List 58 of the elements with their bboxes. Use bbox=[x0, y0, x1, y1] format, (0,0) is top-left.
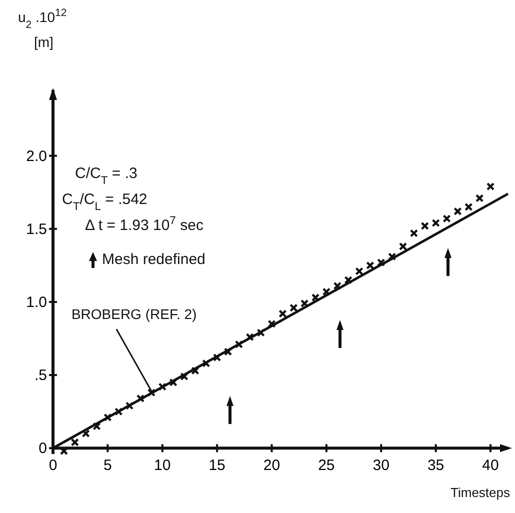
point bbox=[475, 194, 484, 202]
point bbox=[256, 328, 265, 337]
point bbox=[114, 408, 123, 416]
annotation: Δ t = 1.93 10$^{7}$ sec bbox=[85, 215, 204, 234]
annotation: C/C$_{T}$ = .3 bbox=[75, 165, 138, 187]
point bbox=[180, 372, 188, 381]
point bbox=[70, 438, 79, 446]
x-axis-title: Timesteps bbox=[450, 485, 510, 500]
point bbox=[92, 422, 101, 430]
annotation: C$_{T}$/C$_{L}$ = .542 bbox=[62, 191, 148, 213]
point bbox=[398, 242, 408, 251]
point bbox=[136, 394, 145, 403]
y-tick-label: 2.0 bbox=[26, 148, 47, 165]
annotation: BROBERG (REF. 2) bbox=[71, 306, 197, 322]
annotation: Mesh redefined bbox=[102, 251, 206, 268]
y-tick-label: 1.0 bbox=[26, 294, 47, 311]
point bbox=[278, 310, 287, 318]
point bbox=[191, 366, 200, 375]
point bbox=[442, 214, 451, 223]
x-tick-label: 35 bbox=[427, 457, 444, 474]
point bbox=[366, 261, 374, 270]
x-tick-label: 25 bbox=[318, 457, 335, 474]
point bbox=[290, 304, 298, 312]
point bbox=[420, 222, 429, 230]
x-tick-label: 30 bbox=[372, 457, 390, 474]
point bbox=[246, 332, 254, 342]
point bbox=[300, 299, 309, 308]
point bbox=[486, 182, 495, 191]
point bbox=[333, 282, 342, 290]
point bbox=[311, 293, 320, 302]
x-tick-label: 40 bbox=[482, 457, 499, 474]
point bbox=[432, 218, 440, 228]
x-tick-label: 5 bbox=[104, 457, 112, 474]
point bbox=[388, 252, 396, 261]
point bbox=[202, 359, 210, 368]
y-tick-label: .5 bbox=[34, 367, 47, 384]
point bbox=[322, 288, 331, 296]
point bbox=[344, 276, 352, 284]
point bbox=[268, 320, 276, 328]
point bbox=[82, 429, 90, 438]
point bbox=[224, 348, 232, 356]
x-tick-label: 10 bbox=[154, 457, 171, 474]
text: u$_{2}$ .10$^{12}$ [m] bbox=[18, 7, 67, 50]
y-tick-label: 1.5 bbox=[26, 220, 47, 238]
x-tick-label: 20 bbox=[263, 457, 280, 474]
point bbox=[212, 353, 222, 362]
point bbox=[410, 229, 418, 238]
point bbox=[104, 413, 112, 422]
point bbox=[464, 202, 473, 212]
x-tick-label: 15 bbox=[208, 457, 226, 474]
y-tick-label: 0 bbox=[38, 440, 47, 458]
point bbox=[234, 340, 244, 348]
point bbox=[125, 402, 134, 410]
point bbox=[158, 382, 166, 391]
point bbox=[355, 267, 364, 276]
point bbox=[454, 207, 462, 216]
point bbox=[377, 258, 386, 267]
point bbox=[169, 378, 178, 386]
